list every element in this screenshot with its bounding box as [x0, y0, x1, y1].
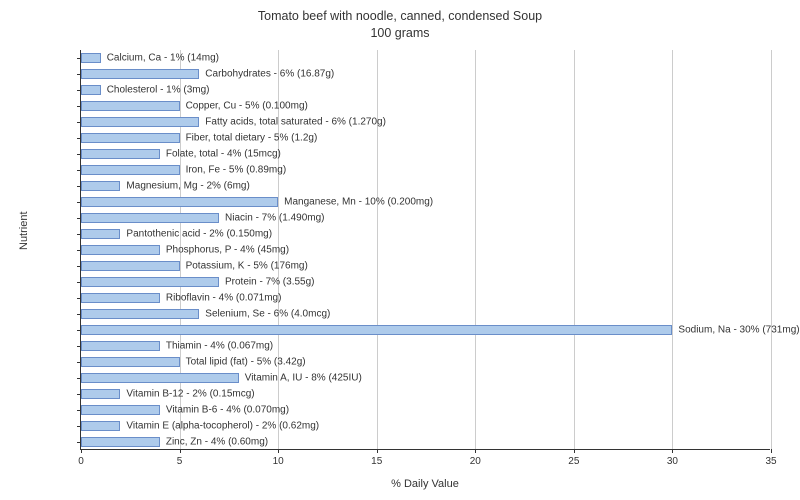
nutrient-bar	[81, 181, 120, 191]
nutrient-bar	[81, 437, 160, 447]
nutrient-label: Vitamin B-6 - 4% (0.070mg)	[166, 404, 289, 415]
x-tick-label: 15	[371, 456, 382, 467]
nutrient-bar	[81, 53, 101, 63]
x-tick-label: 5	[177, 456, 183, 467]
xtick-mark	[180, 449, 181, 453]
nutrient-bar	[81, 117, 199, 127]
nutrient-bar	[81, 85, 101, 95]
nutrient-bar	[81, 213, 219, 223]
nutrient-bar	[81, 421, 120, 431]
nutrient-bar	[81, 229, 120, 239]
chart-title: Tomato beef with noodle, canned, condens…	[0, 8, 800, 42]
nutrient-bar	[81, 309, 199, 319]
x-tick-label: 35	[765, 456, 776, 467]
nutrient-bar	[81, 277, 219, 287]
gridline	[377, 50, 378, 449]
y-axis-label: Nutrient	[18, 211, 30, 250]
nutrient-label: Copper, Cu - 5% (0.100mg)	[186, 100, 308, 111]
nutrient-label: Selenium, Se - 6% (4.0mcg)	[205, 308, 330, 319]
x-tick-label: 0	[78, 456, 84, 467]
gridline	[672, 50, 673, 449]
nutrient-label: Niacin - 7% (1.490mg)	[225, 212, 324, 223]
nutrient-label: Iron, Fe - 5% (0.89mg)	[186, 164, 287, 175]
nutrient-bar	[81, 389, 120, 399]
nutrient-label: Sodium, Na - 30% (731mg)	[678, 324, 799, 335]
title-line2: 100 grams	[370, 26, 429, 40]
x-tick-label: 25	[568, 456, 579, 467]
nutrient-label: Vitamin A, IU - 8% (425IU)	[245, 372, 362, 383]
nutrient-bar	[81, 325, 672, 335]
nutrient-bar	[81, 293, 160, 303]
nutrient-label: Cholesterol - 1% (3mg)	[107, 84, 210, 95]
nutrient-bar	[81, 405, 160, 415]
nutrient-bar	[81, 197, 278, 207]
nutrient-bar	[81, 341, 160, 351]
nutrient-bar	[81, 101, 180, 111]
xtick-mark	[771, 449, 772, 453]
nutrient-label: Phosphorus, P - 4% (45mg)	[166, 244, 289, 255]
nutrient-label: Vitamin E (alpha-tocopherol) - 2% (0.62m…	[126, 420, 319, 431]
gridline	[574, 50, 575, 449]
nutrient-label: Zinc, Zn - 4% (0.60mg)	[166, 436, 268, 447]
nutrient-label: Calcium, Ca - 1% (14mg)	[107, 52, 219, 63]
xtick-mark	[672, 449, 673, 453]
nutrient-label: Fiber, total dietary - 5% (1.2g)	[186, 132, 318, 143]
xtick-mark	[475, 449, 476, 453]
plot-area: 05101520253035Calcium, Ca - 1% (14mg)Car…	[80, 50, 770, 450]
nutrient-bar	[81, 133, 180, 143]
nutrient-label: Protein - 7% (3.55g)	[225, 276, 315, 287]
x-tick-label: 30	[667, 456, 678, 467]
xtick-mark	[81, 449, 82, 453]
nutrient-label: Total lipid (fat) - 5% (3.42g)	[186, 356, 306, 367]
nutrient-label: Manganese, Mn - 10% (0.200mg)	[284, 196, 433, 207]
nutrient-label: Thiamin - 4% (0.067mg)	[166, 340, 273, 351]
nutrient-label: Folate, total - 4% (15mcg)	[166, 148, 281, 159]
xtick-mark	[574, 449, 575, 453]
nutrient-bar	[81, 373, 239, 383]
gridline	[475, 50, 476, 449]
nutrient-bar	[81, 245, 160, 255]
gridline	[771, 50, 772, 449]
x-axis-label: % Daily Value	[80, 478, 770, 490]
nutrient-label: Carbohydrates - 6% (16.87g)	[205, 68, 334, 79]
x-tick-label: 20	[470, 456, 481, 467]
nutrient-label: Riboflavin - 4% (0.071mg)	[166, 292, 282, 303]
x-tick-label: 10	[273, 456, 284, 467]
nutrient-bar	[81, 149, 160, 159]
nutrient-label: Pantothenic acid - 2% (0.150mg)	[126, 228, 272, 239]
nutrient-label: Fatty acids, total saturated - 6% (1.270…	[205, 116, 386, 127]
title-line1: Tomato beef with noodle, canned, condens…	[258, 9, 542, 23]
xtick-mark	[377, 449, 378, 453]
nutrient-label: Vitamin B-12 - 2% (0.15mcg)	[126, 388, 254, 399]
nutrient-label: Potassium, K - 5% (176mg)	[186, 260, 308, 271]
nutrient-bar	[81, 357, 180, 367]
xtick-mark	[278, 449, 279, 453]
nutrient-bar	[81, 165, 180, 175]
nutrient-bar	[81, 261, 180, 271]
nutrient-label: Magnesium, Mg - 2% (6mg)	[126, 180, 249, 191]
nutrient-bar	[81, 69, 199, 79]
